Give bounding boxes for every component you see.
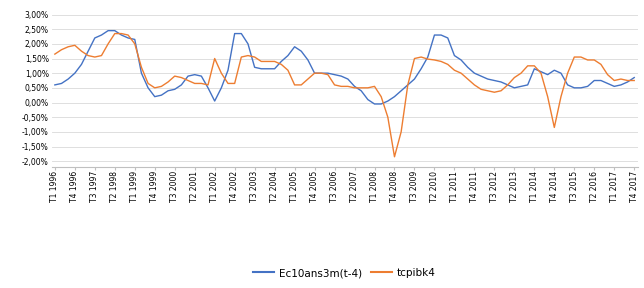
Ec10ans3m(t-4) bbox=[404, 83, 412, 87]
Ec10ans3m(t-4) bbox=[224, 69, 232, 72]
tcpibk4 bbox=[344, 85, 352, 88]
Ec10ans3m(t-4) bbox=[344, 77, 352, 81]
Line: Ec10ans3m(t-4): Ec10ans3m(t-4) bbox=[55, 31, 634, 104]
Ec10ans3m(t-4) bbox=[517, 85, 525, 88]
Ec10ans3m(t-4) bbox=[630, 76, 638, 79]
tcpibk4 bbox=[111, 32, 118, 35]
Ec10ans3m(t-4) bbox=[104, 29, 112, 32]
tcpibk4 bbox=[391, 155, 399, 158]
tcpibk4 bbox=[51, 52, 59, 56]
tcpibk4 bbox=[404, 83, 412, 87]
Line: tcpibk4: tcpibk4 bbox=[55, 34, 634, 157]
tcpibk4 bbox=[517, 71, 525, 75]
tcpibk4 bbox=[64, 45, 72, 48]
Ec10ans3m(t-4) bbox=[371, 102, 379, 106]
Ec10ans3m(t-4) bbox=[64, 77, 72, 81]
Legend: Ec10ans3m(t-4), tcpibk4: Ec10ans3m(t-4), tcpibk4 bbox=[249, 264, 440, 283]
Ec10ans3m(t-4) bbox=[51, 83, 59, 87]
Ec10ans3m(t-4) bbox=[218, 86, 225, 90]
tcpibk4 bbox=[630, 79, 638, 82]
tcpibk4 bbox=[224, 82, 232, 85]
tcpibk4 bbox=[218, 71, 225, 75]
